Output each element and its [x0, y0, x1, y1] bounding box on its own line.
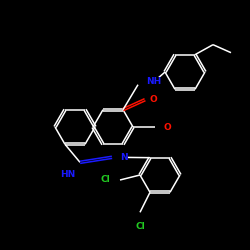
Text: HN: HN	[60, 170, 75, 179]
Text: O: O	[163, 122, 171, 132]
Text: N: N	[120, 153, 128, 162]
Text: Cl: Cl	[100, 176, 110, 184]
Text: Cl: Cl	[135, 222, 145, 231]
Text: NH: NH	[146, 77, 161, 86]
Text: O: O	[149, 95, 157, 104]
